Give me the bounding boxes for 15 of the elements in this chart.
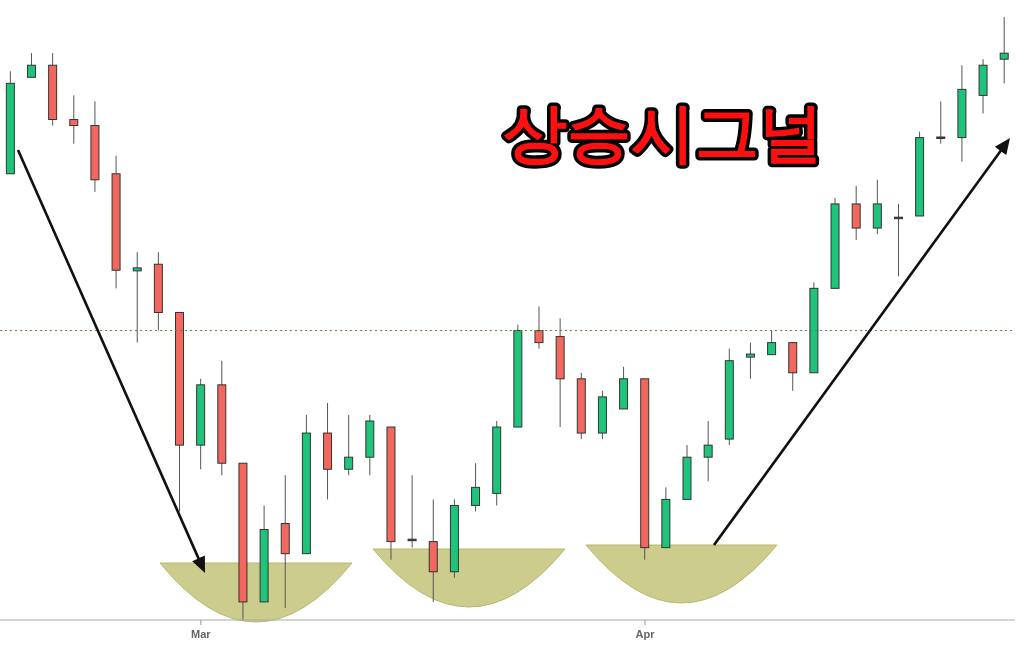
text: 상승시그널: [503, 96, 823, 170]
candlestick: [407, 474, 417, 549]
candlestick: [471, 462, 481, 512]
candlestick: [69, 94, 79, 145]
x-tick-label: Mar: [191, 628, 212, 640]
candlestick: [344, 414, 354, 476]
candlestick: [534, 305, 544, 350]
candlestick: [767, 330, 777, 356]
candlestick: [745, 342, 755, 380]
candlestick: [936, 100, 946, 145]
candlestick: [703, 420, 713, 482]
candlestick: [999, 17, 1009, 84]
x-tick-label: Apr: [635, 628, 656, 640]
candlestick: [132, 251, 142, 344]
candlestick: [26, 52, 36, 78]
